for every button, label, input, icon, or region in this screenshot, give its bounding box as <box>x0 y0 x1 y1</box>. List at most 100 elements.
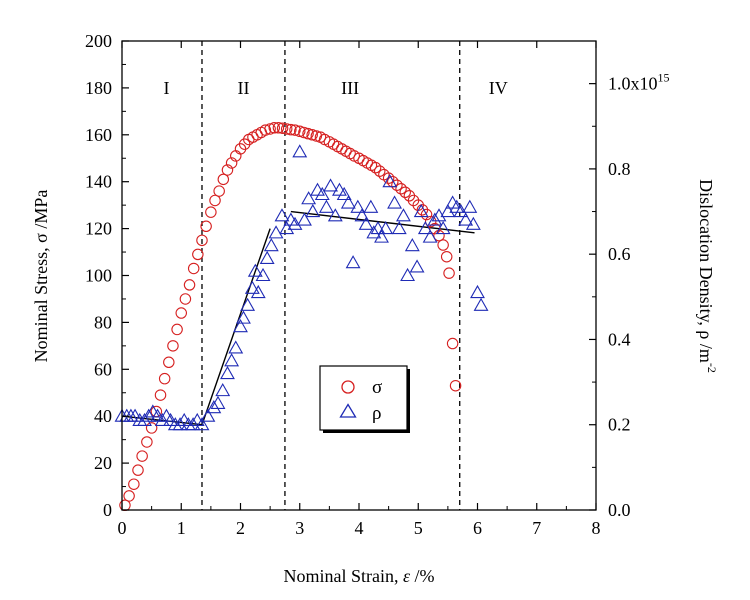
sigma-point <box>369 161 382 174</box>
sigma-point <box>440 250 453 263</box>
sigma-point <box>200 220 212 233</box>
left-y-tick-label: 140 <box>85 172 112 192</box>
region-boundaries <box>201 41 461 510</box>
rho-point <box>310 182 325 196</box>
legend-sigma-label: σ <box>372 377 382 398</box>
rho-point <box>462 199 478 213</box>
rho-point <box>417 220 433 235</box>
sigma-point <box>373 165 386 177</box>
sigma-point <box>395 182 407 195</box>
sigma-point <box>293 125 306 138</box>
rho-point <box>409 259 425 273</box>
rho-point <box>382 174 398 188</box>
sigma-point <box>192 248 204 261</box>
rho-point <box>220 365 235 380</box>
x-tick-label: 0 <box>118 518 127 538</box>
rho-point <box>132 412 148 427</box>
left-y-tick-label: 100 <box>85 266 112 286</box>
rho-point <box>314 186 330 201</box>
sigma-point <box>443 267 455 279</box>
left-y-tick-label: 80 <box>94 312 112 332</box>
legend-rho-label: ρ <box>372 403 381 424</box>
rho-point <box>400 267 416 282</box>
rho-point <box>263 238 279 252</box>
rho-point <box>228 340 244 354</box>
rho-point <box>127 408 143 422</box>
rho-point <box>233 319 248 333</box>
left-y-tick-label: 180 <box>85 78 112 98</box>
sigma-point <box>437 239 449 251</box>
rho-point <box>167 417 183 431</box>
right-y-tick-label: 0.0 <box>608 500 631 520</box>
sigma-point <box>213 185 225 197</box>
sigma-point <box>221 164 234 176</box>
rho-point <box>473 297 489 311</box>
sigma-point <box>145 422 158 434</box>
rho-series <box>114 144 489 431</box>
trend-line-2 <box>290 210 475 234</box>
sigma-point <box>175 307 188 319</box>
rho-point <box>345 255 361 269</box>
sigma-point <box>225 157 238 169</box>
rho-point <box>323 178 339 192</box>
rho-point <box>240 297 256 311</box>
plot-frame <box>121 40 597 511</box>
rho-point <box>268 225 284 239</box>
legend-shadow-right <box>407 369 410 433</box>
sigma-point <box>167 340 179 352</box>
rho-point <box>185 417 201 431</box>
sigma-point <box>187 262 200 275</box>
rho-point <box>391 220 407 235</box>
sigma-point <box>446 337 459 350</box>
rho-point <box>378 220 394 235</box>
rho-point <box>137 412 152 427</box>
rho-point <box>340 195 356 209</box>
rho-point <box>435 220 451 235</box>
right-y-tick-label: 0.8 <box>608 159 631 179</box>
sigma-point <box>306 129 318 141</box>
rho-point <box>470 284 485 299</box>
left-y-tick-label: 160 <box>85 125 112 145</box>
sigma-series <box>119 122 462 512</box>
rho-point <box>318 199 334 213</box>
left-y-axis-title: Nominal Stress, σ /MPa <box>31 190 51 363</box>
legend: σ ρ <box>319 365 410 433</box>
rho-point <box>200 408 216 422</box>
rho-point <box>301 191 317 205</box>
sigma-point <box>268 122 281 134</box>
rho-point <box>150 408 165 422</box>
right-y-tick-label: 0.6 <box>608 244 631 264</box>
sigma-point <box>196 234 208 247</box>
right-y-tick-label: 0.2 <box>608 415 631 435</box>
rho-point <box>327 208 343 222</box>
rho-point <box>247 263 263 277</box>
rho-point <box>215 383 231 397</box>
rho-point <box>440 203 456 218</box>
region-label-ii: II <box>237 78 249 98</box>
x-tick-label: 6 <box>473 518 482 538</box>
sigma-point <box>209 194 221 207</box>
rho-point <box>370 220 386 235</box>
sigma-point <box>399 186 411 199</box>
x-tick-label: 1 <box>177 518 186 538</box>
sigma-point <box>391 179 403 191</box>
rho-point <box>189 412 205 427</box>
rho-point <box>366 225 382 239</box>
rho-point <box>172 417 188 431</box>
rho-point <box>395 208 411 222</box>
sigma-point <box>163 356 175 369</box>
rho-point <box>387 195 402 209</box>
rho-point <box>465 216 481 230</box>
sigma-point <box>158 372 171 385</box>
rho-point <box>145 404 161 418</box>
rho-point <box>413 203 429 218</box>
region-label-i: I <box>163 78 169 98</box>
x-tick-label: 7 <box>532 518 541 538</box>
legend-box <box>319 365 408 431</box>
sigma-point <box>280 123 293 135</box>
right-y-tick-label: 1.0x1015 <box>608 71 670 94</box>
rho-point <box>404 238 420 252</box>
x-tick-label: 8 <box>592 518 601 538</box>
rho-point <box>274 208 290 222</box>
sigma-point <box>382 172 395 184</box>
